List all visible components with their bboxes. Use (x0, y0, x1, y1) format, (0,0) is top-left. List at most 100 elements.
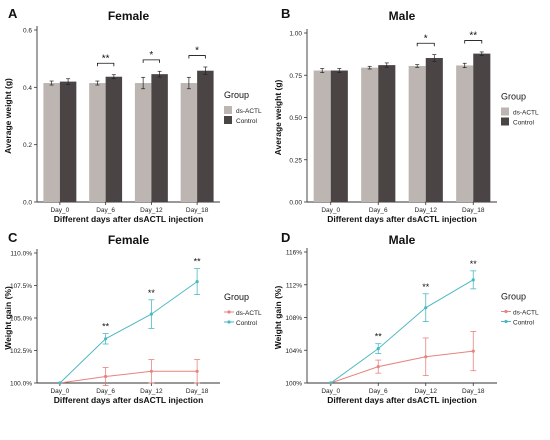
data-point (195, 369, 199, 373)
data-point (149, 312, 153, 316)
bar (89, 83, 106, 202)
x-tick-label: Day_6 (96, 388, 115, 395)
x-axis-label: Different days after dsACTL injection (327, 214, 477, 224)
x-tick-label: Day_0 (321, 388, 340, 395)
series-line (59, 370, 198, 384)
legend-label: ds-ACTL (236, 310, 262, 317)
y-tick-label: 0.0 (23, 200, 32, 207)
bar (361, 67, 379, 203)
legend-swatch (224, 106, 232, 114)
x-tick-label: Day_12 (415, 207, 438, 214)
panel-a: A Female 0.0 0.2 0.4 0.6 Day_0 Day_6 Day_12 Day_1… (3, 6, 262, 224)
data-point (195, 280, 199, 284)
legend-swatch-point (227, 320, 231, 324)
legend-swatch-point (227, 310, 231, 314)
bar (473, 53, 491, 203)
legend-swatch (501, 117, 509, 126)
y-tick-label: 108% (285, 315, 302, 322)
legend-label: Control (236, 320, 258, 327)
y-tick-label: 102.5% (10, 348, 32, 355)
data-point (424, 306, 428, 310)
legend-swatch-point (504, 309, 508, 314)
significance-marker: ** (422, 282, 430, 292)
x-tick-label: Day_6 (96, 207, 115, 214)
legend-label: Control (513, 320, 535, 327)
legend-title: Group (501, 292, 526, 302)
x-tick-label: Day_6 (369, 388, 388, 395)
data-point (329, 381, 333, 385)
y-tick-label: 0.25 (289, 157, 302, 164)
panel-letter: A (8, 6, 18, 21)
y-axis-label: Average weight (g) (273, 79, 283, 155)
panel-title: Male (389, 9, 416, 23)
y-axis-label: Weight gain (%) (3, 286, 13, 350)
y-tick-label: 110.0% (10, 251, 32, 258)
legend-label: ds-ACTL (236, 108, 262, 115)
y-tick-label: 105.0% (10, 316, 32, 323)
bar (313, 70, 331, 202)
panel-letter: D (281, 230, 290, 245)
x-tick-label: Day_0 (321, 207, 340, 214)
bar (151, 74, 168, 202)
x-tick-label: Day_18 (186, 388, 209, 395)
bar (378, 65, 396, 202)
legend-label: Control (513, 120, 535, 127)
panel-title: Female (108, 233, 150, 247)
bar (425, 58, 443, 203)
significance-marker: ** (194, 257, 202, 267)
x-tick-label: Day_0 (50, 388, 69, 395)
bar (456, 65, 474, 202)
legend-title: Group (501, 92, 526, 102)
legend-label: Control (236, 118, 258, 125)
data-point (471, 278, 475, 282)
y-tick-label: 107.5% (10, 283, 32, 290)
bar (59, 81, 77, 202)
legend-title: Group (224, 90, 249, 100)
y-tick-label: 0.2 (23, 142, 32, 149)
legend-swatch-point (504, 319, 508, 324)
y-tick-label: 100.0% (10, 381, 32, 388)
y-tick-label: 104% (285, 348, 302, 355)
significance-marker: ** (469, 31, 477, 42)
bar (330, 70, 348, 202)
bar (43, 83, 60, 202)
x-tick-label: Day_12 (415, 388, 438, 395)
data-point (376, 347, 380, 351)
panel-c: C Female 100.0% 102.5% 105.0% 107.5% 110.0% Day… (3, 230, 262, 405)
data-point (424, 355, 428, 359)
significance-marker: * (149, 50, 153, 61)
bar (180, 83, 198, 202)
series-line (330, 350, 474, 384)
significance-bracket (188, 55, 206, 59)
y-axis-label: Average weight (g) (3, 78, 13, 154)
y-tick-label: 0.50 (289, 115, 302, 122)
data-point (104, 337, 108, 341)
legend-label: ds-ACTL (513, 110, 539, 117)
data-point (104, 374, 108, 379)
legend-title: Group (224, 292, 249, 302)
y-tick-label: 0.6 (23, 28, 32, 35)
panel-b: B Male 0.00 0.25 0.50 0.75 1.00 Day_0 Day_6 Day_1… (273, 6, 539, 224)
significance-marker: * (424, 33, 428, 44)
panel-d: D Male 100% 104% 108% 112% 116% Day_0 Day_6 Day_1… (273, 230, 539, 405)
x-tick-label: Day_18 (186, 207, 209, 214)
series-line (330, 279, 474, 384)
x-tick-label: Day_12 (140, 207, 163, 214)
significance-bracket (464, 40, 483, 44)
data-point (376, 365, 380, 369)
bar (105, 76, 123, 202)
data-point (58, 381, 62, 385)
panel-title: Male (389, 233, 416, 247)
y-tick-label: 0.75 (289, 73, 302, 80)
x-tick-label: Day_12 (140, 388, 163, 395)
x-axis-label: Different days after dsACTL injection (54, 395, 204, 405)
significance-bracket (96, 62, 115, 67)
significance-bracket (142, 59, 161, 63)
significance-marker: ** (470, 259, 478, 269)
x-axis-label: Different days after dsACTL injection (327, 395, 477, 405)
y-tick-label: 112% (286, 282, 302, 289)
y-tick-label: 116% (286, 250, 302, 257)
x-tick-label: Day_18 (462, 207, 485, 214)
bar (408, 65, 426, 202)
